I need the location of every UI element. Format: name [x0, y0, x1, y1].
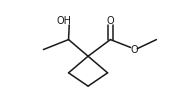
Text: OH: OH — [57, 16, 72, 26]
Text: O: O — [130, 45, 138, 55]
Text: O: O — [107, 16, 114, 26]
